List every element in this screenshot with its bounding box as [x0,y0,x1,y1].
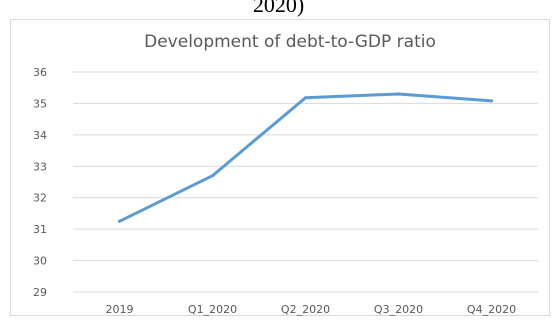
y-tick-label: 32 [33,192,47,205]
y-axis-tick-labels: 29 30 31 32 33 34 35 36 [33,66,47,299]
x-axis-tick-labels: 2019 Q1_2020 Q2_2020 Q3_2020 Q4_2020 [106,303,517,316]
chart-title: Development of debt-to-GDP ratio [144,32,436,52]
data-point-2019 [118,219,121,223]
grid-lines [73,71,538,293]
data-point-Q4_2020 [490,99,493,103]
y-tick-label: 30 [33,255,47,268]
x-tick-label: Q4_2020 [467,303,516,316]
y-tick-label: 35 [33,97,47,110]
data-point-Q1_2020 [211,174,214,178]
clipped-caption-fragment: 2020) [0,0,557,22]
x-tick-label: Q1_2020 [188,303,237,316]
x-tick-label: Q3_2020 [374,303,423,316]
series-line [118,92,493,223]
chart-frame [10,19,550,316]
y-tick-label: 31 [33,223,47,236]
y-tick-label: 36 [33,66,47,79]
caption-text: 2020) [252,0,305,17]
x-tick-label: Q2_2020 [281,303,330,316]
y-tick-label: 29 [33,286,47,299]
data-point-Q2_2020 [304,96,307,100]
x-tick-label: 2019 [106,303,134,316]
series-group [118,92,493,223]
y-tick-label: 33 [33,160,47,173]
y-tick-label: 34 [33,129,47,142]
data-point-Q3_2020 [397,92,400,96]
